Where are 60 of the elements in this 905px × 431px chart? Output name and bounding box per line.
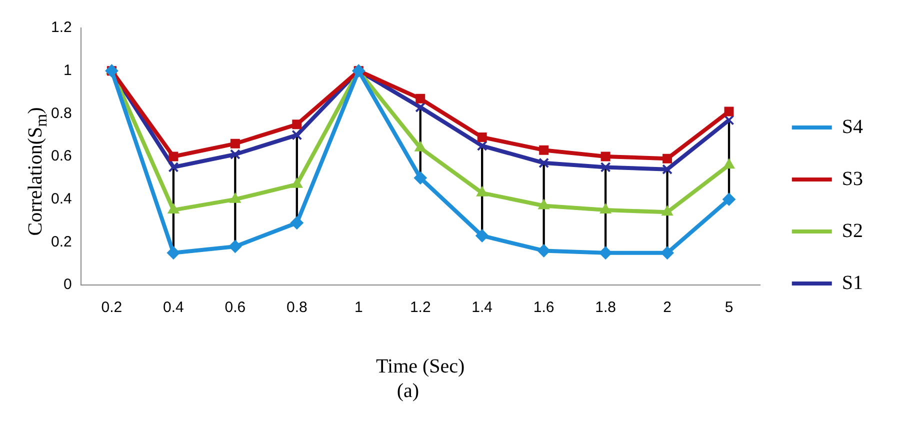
y-tick-label: 0 — [64, 276, 72, 294]
point — [538, 199, 550, 210]
point — [292, 130, 302, 140]
x-tick-label: 1.4 — [472, 299, 493, 316]
legend-label: S4 — [842, 116, 863, 138]
point — [476, 229, 489, 242]
legend-label: S3 — [842, 168, 863, 190]
legend-label: S1 — [842, 272, 863, 294]
point — [538, 158, 550, 168]
point — [476, 186, 488, 196]
x-tick-label: 1 — [354, 299, 363, 316]
y-tick-label: 0.8 — [50, 104, 72, 122]
x-tick-label: 0.6 — [224, 299, 246, 316]
point — [600, 204, 612, 214]
point — [600, 152, 610, 162]
point — [724, 106, 734, 116]
point — [168, 152, 178, 162]
point — [599, 246, 612, 260]
point — [291, 178, 303, 188]
y-tick-label: 0.6 — [50, 148, 72, 165]
text: (a) — [396, 380, 420, 403]
point — [724, 114, 734, 126]
point — [168, 204, 180, 214]
point — [662, 154, 672, 164]
point — [723, 158, 735, 169]
point — [662, 206, 673, 216]
point — [416, 94, 426, 104]
legend-label: S2 — [842, 220, 863, 242]
x-tick-label: 1.2 — [410, 299, 431, 316]
x-tick-label: 0.4 — [163, 299, 184, 316]
point — [229, 192, 241, 203]
point — [477, 132, 487, 142]
point — [660, 246, 674, 260]
point — [476, 140, 488, 152]
point — [230, 138, 240, 148]
point — [230, 149, 240, 160]
x-tick-label: 0.8 — [286, 299, 308, 316]
point — [292, 120, 302, 130]
point — [290, 216, 304, 230]
y-tick-label: 0.4 — [50, 190, 72, 208]
point — [414, 171, 427, 184]
point — [539, 145, 549, 155]
x-tick-label: 1.6 — [533, 299, 554, 316]
point — [166, 246, 180, 260]
point — [414, 141, 426, 152]
point — [168, 162, 179, 172]
point — [600, 162, 611, 172]
x-tick-label: 1.8 — [595, 299, 616, 316]
point — [228, 240, 242, 253]
point — [662, 164, 673, 175]
x-axis-title: Time (Sec) — [376, 355, 465, 378]
y-tick-label: 1.2 — [50, 19, 72, 36]
y-tick-label: 1 — [64, 62, 72, 79]
x-tick-label: 5 — [724, 299, 734, 316]
point — [722, 192, 736, 206]
y-tick-label: 0.2 — [50, 233, 72, 250]
point — [537, 244, 550, 258]
x-tick-label: 2 — [663, 299, 672, 316]
point — [415, 102, 426, 112]
x-tick-label: 0.2 — [101, 299, 122, 316]
